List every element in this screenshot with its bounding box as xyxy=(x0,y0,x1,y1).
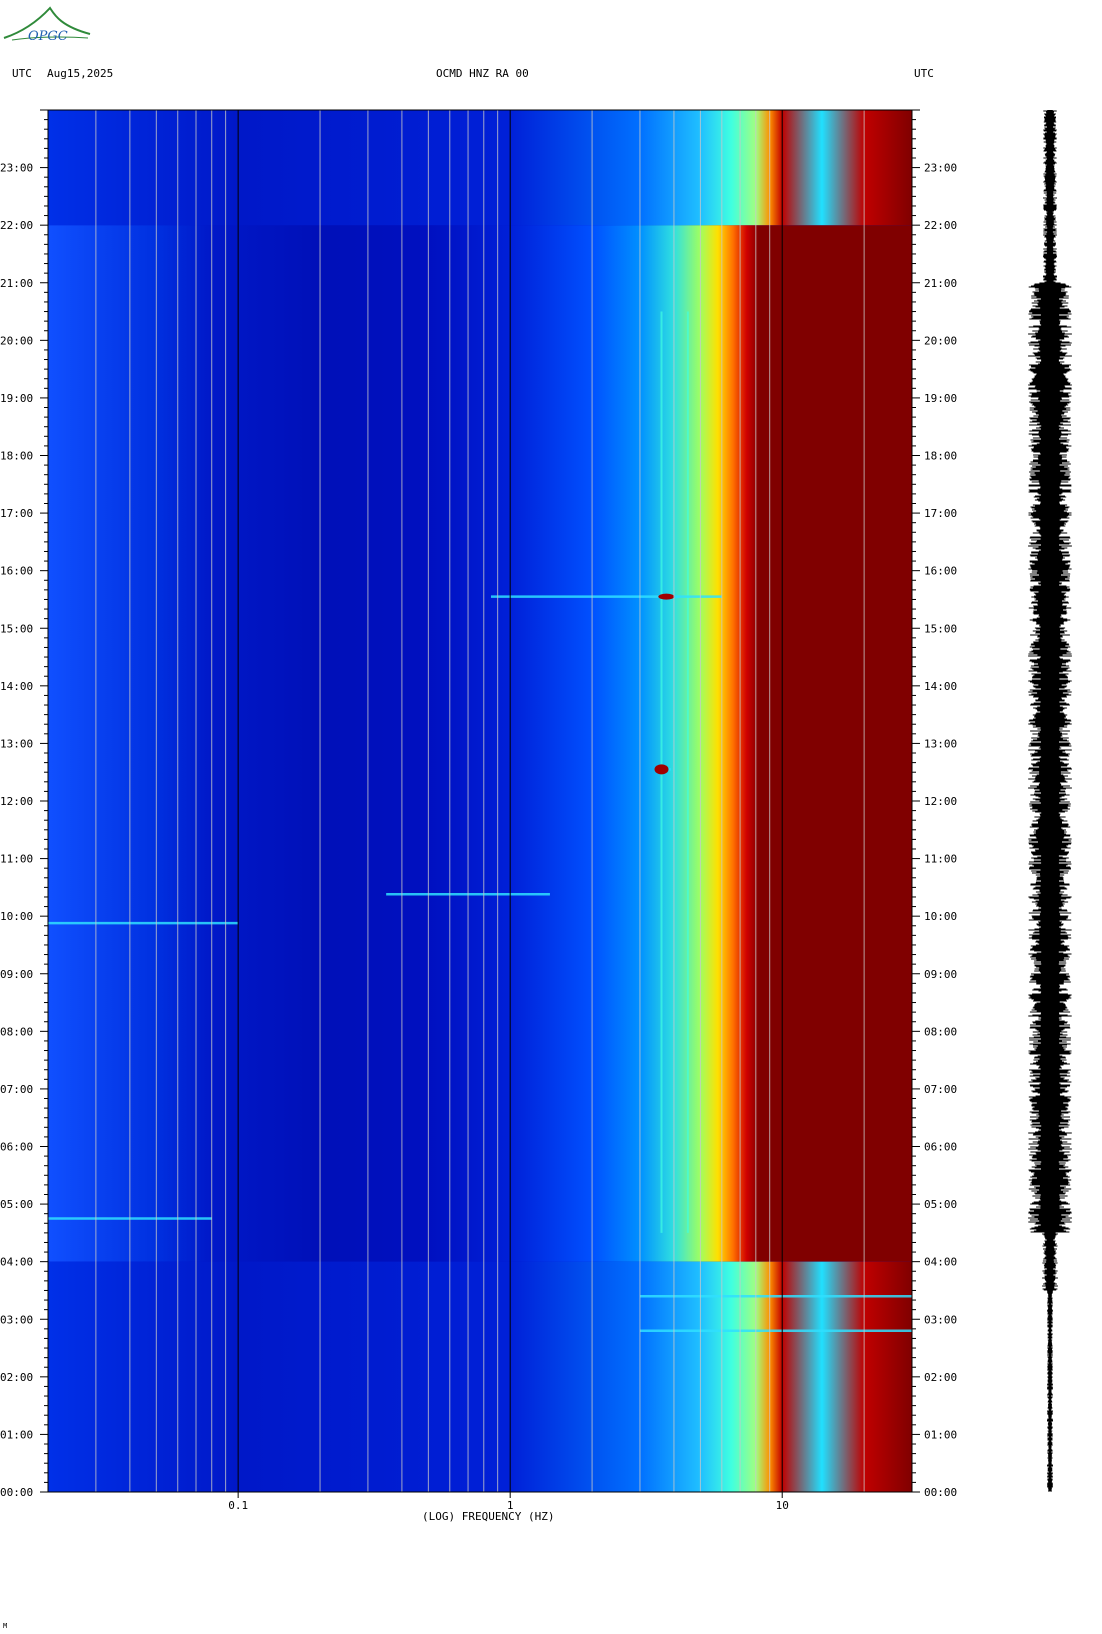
header-utc-left: UTC xyxy=(12,67,32,80)
spectrogram-night-band-late xyxy=(48,110,912,226)
y-tick-labels-left: 00:00 01:00 02:00 03:00 04:00 05:00 06:00 07:00… xyxy=(0,162,33,1499)
x-axis-label: (LOG) FREQUENCY (HZ) xyxy=(422,1510,555,1523)
y-tick-label: 14:00 xyxy=(0,680,33,693)
y-tick-label: 07:00 xyxy=(924,1083,957,1096)
y-tick-label: 12:00 xyxy=(0,795,33,808)
y-tick-label: 00:00 xyxy=(0,1486,33,1499)
chart-axes xyxy=(40,109,920,1493)
seismogram-path xyxy=(1028,110,1072,1492)
svg-text:OPGC: OPGC xyxy=(28,29,68,44)
y-tick-labels-right: 00:00 01:00 02:00 03:00 04:00 05:00 06:00 07:00… xyxy=(924,162,957,1499)
header-utc-right: UTC xyxy=(914,67,934,80)
x-tick-label: 0.1 xyxy=(228,1499,248,1512)
y-tick-label: 08:00 xyxy=(924,1025,957,1038)
y-tick-label: 04:00 xyxy=(924,1256,957,1269)
y-tick-label: 15:00 xyxy=(924,622,957,635)
y-tick-label: 09:00 xyxy=(924,968,957,981)
y-tick-label: 15:00 xyxy=(0,622,33,635)
y-tick-label: 01:00 xyxy=(924,1428,957,1441)
y-tick-label: 02:00 xyxy=(924,1371,957,1384)
y-tick-label: 22:00 xyxy=(0,219,33,232)
header-date: Aug15,2025 xyxy=(47,67,114,80)
y-tick-label: 08:00 xyxy=(0,1025,33,1038)
y-tick-label: 21:00 xyxy=(924,277,957,290)
y-tick-label: 17:00 xyxy=(924,507,957,520)
event-blob xyxy=(654,764,669,775)
y-tick-label: 16:00 xyxy=(0,565,33,578)
y-tick-label: 11:00 xyxy=(0,853,33,866)
y-tick-label: 11:00 xyxy=(924,853,957,866)
spectrogram-main-band xyxy=(48,225,912,1262)
y-tick-label: 06:00 xyxy=(924,1141,957,1154)
y-tick-label: 14:00 xyxy=(924,680,957,693)
spectrogram-bands xyxy=(48,110,912,1492)
y-tick-label: 17:00 xyxy=(0,507,33,520)
y-tick-label: 05:00 xyxy=(924,1198,957,1211)
y-tick-label: 03:00 xyxy=(924,1313,957,1326)
event-blob xyxy=(658,593,675,600)
seismogram-trace xyxy=(1028,110,1072,1492)
y-tick-label: 00:00 xyxy=(924,1486,957,1499)
y-tick-label: 20:00 xyxy=(924,334,957,347)
y-tick-label: 18:00 xyxy=(0,450,33,463)
y-tick-label: 02:00 xyxy=(0,1371,33,1384)
y-tick-label: 07:00 xyxy=(0,1083,33,1096)
y-tick-label: 13:00 xyxy=(924,737,957,750)
y-tick-label: 03:00 xyxy=(0,1313,33,1326)
y-tick-label: 18:00 xyxy=(924,450,957,463)
y-tick-label: 10:00 xyxy=(0,910,33,923)
y-tick-label: 06:00 xyxy=(0,1141,33,1154)
y-tick-label: 10:00 xyxy=(924,910,957,923)
spectrogram-night-band-early xyxy=(48,1261,912,1492)
header-station: OCMD HNZ RA 00 xyxy=(436,67,529,80)
y-tick-label: 16:00 xyxy=(924,565,957,578)
y-tick-label: 13:00 xyxy=(0,737,33,750)
x-tick-label: 10 xyxy=(776,1499,789,1512)
y-tick-label: 05:00 xyxy=(0,1198,33,1211)
footer-mark: M xyxy=(3,1622,8,1630)
y-tick-label: 12:00 xyxy=(924,795,957,808)
frequency-gridlines xyxy=(95,110,913,1492)
opgc-logo: OPGC xyxy=(3,6,91,44)
y-tick-label: 01:00 xyxy=(0,1428,33,1441)
y-tick-label: 09:00 xyxy=(0,968,33,981)
y-tick-label: 19:00 xyxy=(0,392,33,405)
x-tick-label: 1 xyxy=(507,1499,514,1512)
y-tick-label: 19:00 xyxy=(924,392,957,405)
y-tick-label: 21:00 xyxy=(0,277,33,290)
x-tick-labels: 0.1 1 10 xyxy=(228,1492,789,1512)
y-tick-label: 04:00 xyxy=(0,1256,33,1269)
y-tick-label: 20:00 xyxy=(0,334,33,347)
y-tick-label: 23:00 xyxy=(924,162,957,175)
y-tick-label: 23:00 xyxy=(0,162,33,175)
y-tick-label: 22:00 xyxy=(924,219,957,232)
